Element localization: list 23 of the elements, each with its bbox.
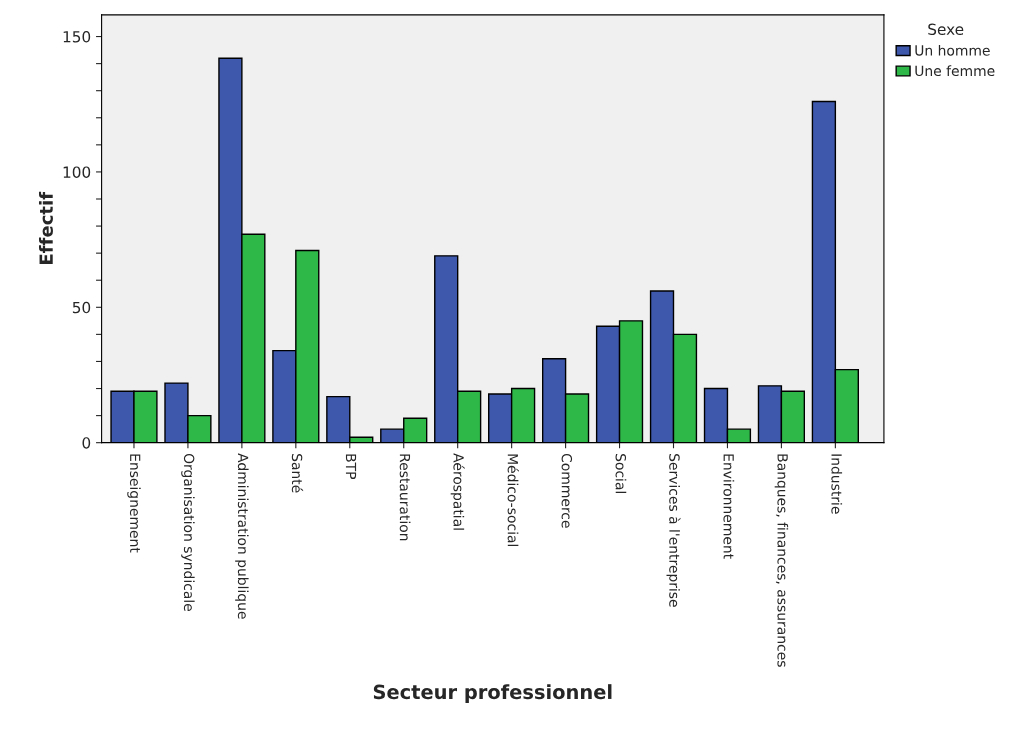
legend-label: Un homme [915,44,990,56]
y-tick-label: 150 [63,31,91,43]
x-tick-label: Banques, finances, assurances [774,454,789,667]
x-tick-label: Commerce [561,453,573,528]
x-tick-label: Services à l'entreprise [666,454,681,607]
x-tick-label: Restauration [399,454,411,541]
legend-label: Une femme [915,65,995,77]
x-tick-label: Médico-social [507,454,519,546]
x-tick-label: Enseignement [127,454,141,553]
x-tick-label: Environnement [723,454,735,559]
x-tick-label: Industrie [831,454,843,514]
x-axis-title: Secteur professionnel [373,684,612,703]
x-tick-label: Santé [291,454,304,493]
x-tick-label: BTP [345,454,357,480]
x-tick-label: Social [615,454,627,493]
y-axis-title: Effectif [38,191,53,264]
y-tick-label: 50 [72,301,91,314]
y-tick-label: 100 [63,166,91,178]
y-tick-label: 0 [82,437,91,449]
x-tick-label: Aérospatial [450,453,465,530]
x-tick-label: Administration publique [235,453,249,619]
x-tick-label: Organisation syndicale [181,453,195,611]
legend-title: Sexe [928,23,964,36]
